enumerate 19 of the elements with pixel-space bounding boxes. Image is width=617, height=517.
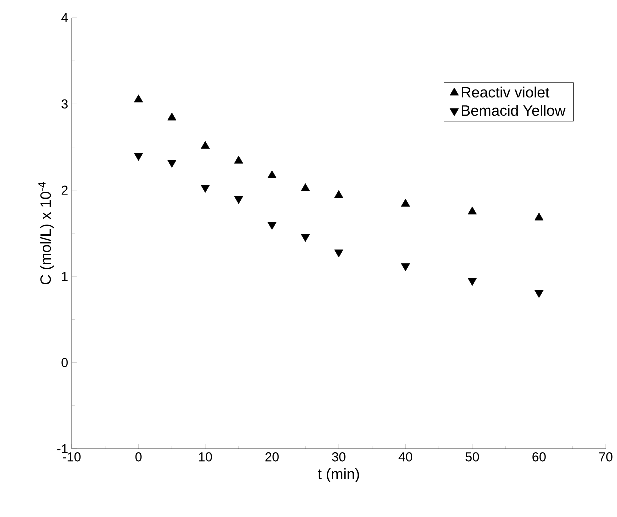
y-axis-title: C (mol/L) x 10$^{-4}$ [38,182,54,285]
y-tick-label: 2 [62,186,68,195]
x-tick-label: 60 [532,452,546,462]
x-tick-label: 0 [136,452,142,462]
x-tick-label: 40 [398,452,412,462]
x-tick-label: 20 [266,452,279,462]
x-tick-label: 70 [599,452,613,462]
y-tick-label: -1 [58,444,68,454]
x-tick-label: 50 [466,452,480,462]
y-tick-label: 3 [62,100,68,109]
x-tick-label: -10 [63,452,81,462]
x-tick-label: 10 [199,452,212,462]
y-tick-label: 4 [62,14,68,22]
legend-label: Bemacid Yellow [462,105,566,116]
y-tick-label: 0 [62,358,68,368]
y-tick-label: 1 [62,272,68,282]
x-tick-label: 30 [332,452,346,462]
legend-label: Reactiv violet [462,86,550,98]
x-axis-title: t (min) [318,468,360,482]
